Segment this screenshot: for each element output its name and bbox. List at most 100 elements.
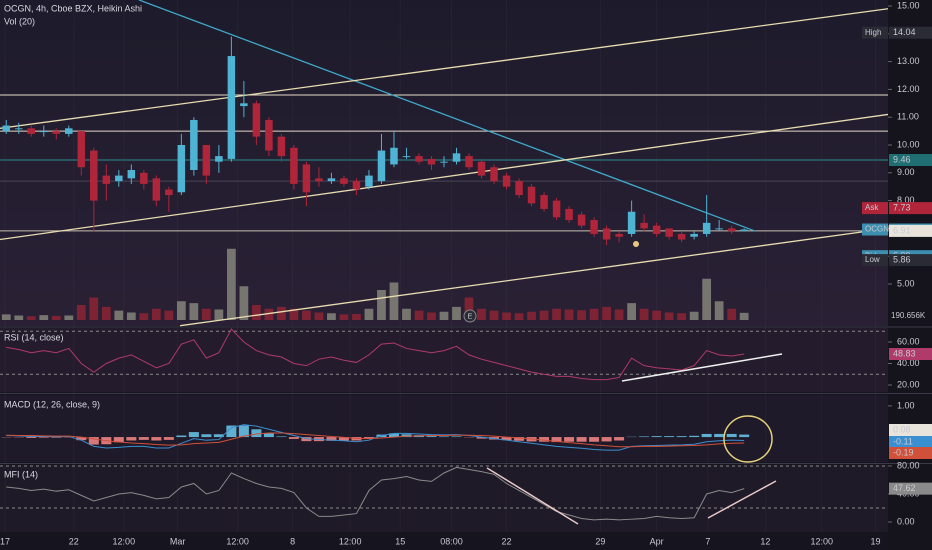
candle-body (402, 156, 411, 158)
histogram-bar (388, 433, 399, 438)
candle-body (140, 172, 148, 184)
volume-bar (677, 313, 687, 320)
price-badge (889, 224, 932, 237)
candle-body (602, 228, 611, 240)
volume-bar (664, 312, 674, 320)
histogram-bar (576, 437, 587, 442)
volume-bar (514, 313, 524, 320)
histogram-bar (88, 437, 99, 445)
volume-bar (39, 315, 49, 320)
volume-bar (64, 315, 74, 320)
volume-title: Vol (20) (4, 16, 35, 26)
x-tick-label: 22 (502, 536, 512, 546)
volume-bar (639, 308, 649, 320)
badge-name-box (862, 254, 888, 267)
candle-body (77, 131, 86, 168)
volume-bar (126, 312, 136, 320)
volume-bar (614, 309, 624, 320)
mfi-title: MFI (14) (4, 469, 38, 479)
candle-body (577, 214, 586, 226)
price-badge (889, 154, 932, 167)
candle-body (277, 136, 286, 157)
earnings-label: E (468, 313, 473, 320)
x-tick-label: Mar (170, 536, 186, 546)
volume-bar (627, 303, 636, 320)
trend-line (0, 8, 889, 129)
histogram-bar (501, 437, 512, 441)
volume-bar (589, 308, 599, 320)
volume-bar (151, 308, 161, 320)
annotation-line (486, 467, 579, 525)
x-tick-label: 22 (69, 536, 79, 546)
volume-bar (539, 310, 549, 320)
candle-body (127, 170, 136, 179)
value-badge-label: 48.83 (893, 348, 916, 358)
candle-body (315, 178, 323, 182)
histogram-bar (338, 437, 349, 441)
histogram-bar (438, 436, 450, 438)
candle-body (477, 161, 486, 176)
histogram-bar (26, 437, 37, 439)
candle-body (390, 147, 398, 165)
value-badge-label: -0.11 (893, 436, 913, 446)
volume-bar (552, 308, 561, 320)
volume-bar (164, 310, 174, 320)
indicator-line (6, 328, 745, 381)
price-badge (889, 254, 932, 267)
volume-bar (352, 314, 361, 320)
x-tick-label: 8 (290, 536, 295, 546)
trend-line (0, 113, 889, 241)
histogram-bar (51, 437, 62, 438)
histogram-bar (363, 437, 374, 439)
histogram-bar (601, 437, 612, 442)
y-tick-label: 15.00 (897, 0, 920, 10)
histogram-bar (476, 437, 487, 439)
volume-bar (51, 315, 61, 320)
badge-name: Ask (865, 203, 879, 212)
volume-bar (402, 308, 411, 320)
badge-name: OCGN (865, 225, 889, 234)
x-tick-label: 15 (395, 536, 405, 546)
histogram-bar (689, 435, 700, 438)
volume-bar (427, 312, 436, 320)
histogram-bar (514, 437, 525, 441)
histogram-bar (38, 437, 49, 438)
price-badge-label: 14.04 (893, 27, 916, 37)
price-title: OCGN, 4h, Cboe BZX, Heikin Ashi (4, 3, 142, 13)
histogram-bar (126, 437, 137, 441)
candle-body (427, 158, 436, 165)
histogram-bar (176, 435, 187, 438)
x-tick-label: Apr (650, 536, 664, 546)
histogram-bar (76, 437, 87, 441)
candle-body (252, 103, 261, 137)
candle-body (240, 103, 248, 107)
value-badge (889, 436, 932, 448)
annotation-line (621, 353, 783, 382)
y-tick-label: 40.00 (897, 358, 920, 368)
volume-label: 190.656K (891, 311, 926, 320)
histogram-bar (288, 437, 299, 439)
histogram-bar (226, 425, 237, 438)
candle-body (440, 161, 448, 163)
candle-body (715, 228, 723, 230)
candle-body (677, 233, 686, 240)
candle-body (27, 128, 36, 134)
x-tick-label: 12:00 (226, 536, 249, 546)
price-badge-label: 9.46 (893, 154, 911, 164)
candle-body (540, 195, 548, 209)
volume-bar (89, 297, 99, 320)
candle-body (365, 175, 373, 187)
histogram-bar (664, 436, 675, 438)
volume-bar (452, 306, 461, 320)
candle-body (165, 189, 173, 196)
mfi-pane (0, 465, 888, 532)
volume-bar (702, 278, 712, 320)
candle-body (615, 233, 623, 237)
histogram-bar (739, 434, 750, 438)
histogram-bar (163, 437, 174, 440)
volume-bar (727, 308, 737, 320)
x-tick-label: 12:00 (339, 536, 362, 546)
earnings-marker[interactable] (463, 309, 477, 323)
volume-bar (264, 308, 274, 320)
x-tick-label: 19 (870, 536, 880, 546)
